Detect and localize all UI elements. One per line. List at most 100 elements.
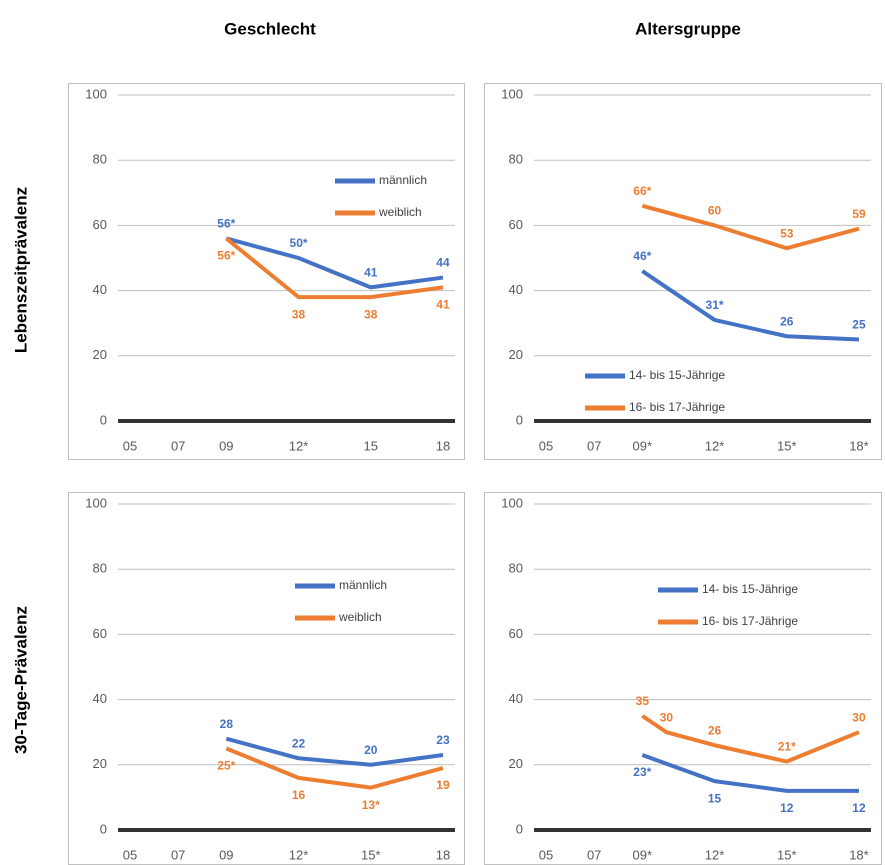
series-line xyxy=(225,236,444,290)
legend-label: weiblich xyxy=(378,205,422,219)
data-label: 38 xyxy=(364,307,378,321)
x-tick-label: 09 xyxy=(219,438,233,453)
legend-label: 14- bis 15-Jährige xyxy=(629,368,725,382)
x-tick-label: 15 xyxy=(364,438,378,453)
x-tick-label: 07 xyxy=(587,847,601,862)
y-tick-label: 20 xyxy=(509,347,523,362)
x-tick-label: 09* xyxy=(633,438,653,453)
y-tick-label: 100 xyxy=(501,495,523,510)
data-label: 38 xyxy=(292,307,306,321)
series-line xyxy=(641,269,860,342)
y-tick-label: 40 xyxy=(93,691,107,706)
data-label: 56* xyxy=(217,249,235,263)
data-label: 23 xyxy=(436,733,450,747)
x-tick-label: 12* xyxy=(705,847,725,862)
x-tick-label: 07 xyxy=(171,438,185,453)
x-tick-label: 15* xyxy=(777,847,797,862)
y-tick-label: 20 xyxy=(93,756,107,771)
data-label: 23* xyxy=(633,765,651,779)
y-tick-label: 40 xyxy=(509,691,523,706)
x-tick-label: 05 xyxy=(539,438,553,453)
y-tick-label: 80 xyxy=(509,152,523,167)
y-tick-label: 60 xyxy=(93,217,107,232)
series-line xyxy=(225,746,444,790)
y-tick-label: 0 xyxy=(100,821,107,836)
series-line xyxy=(225,236,444,300)
data-label: 41 xyxy=(364,266,378,280)
y-tick-label: 0 xyxy=(516,821,523,836)
legend-label: 16- bis 17-Jährige xyxy=(702,614,798,628)
data-label: 21* xyxy=(778,740,796,754)
x-tick-label: 07 xyxy=(587,438,601,453)
row-header: Lebenszeitprävalenz xyxy=(11,187,30,353)
data-label: 25 xyxy=(852,318,866,332)
data-label: 13* xyxy=(362,798,380,812)
panel-frame xyxy=(68,492,465,865)
data-label: 31* xyxy=(706,298,724,312)
column-header: Geschlecht xyxy=(224,19,316,38)
y-tick-label: 0 xyxy=(100,412,107,427)
x-tick-label: 09 xyxy=(219,847,233,862)
series-line xyxy=(225,736,444,767)
data-label: 56* xyxy=(217,217,235,231)
x-tick-label: 09* xyxy=(633,847,653,862)
data-label: 50* xyxy=(290,236,308,250)
y-tick-label: 100 xyxy=(501,86,523,101)
data-label: 60 xyxy=(708,204,722,218)
y-tick-label: 20 xyxy=(93,347,107,362)
x-tick-label: 18* xyxy=(849,847,869,862)
data-label: 12 xyxy=(852,801,866,815)
data-label: 53 xyxy=(780,226,794,240)
y-tick-label: 80 xyxy=(93,561,107,576)
x-tick-label: 07 xyxy=(171,847,185,862)
x-tick-label: 18* xyxy=(849,438,869,453)
x-tick-label: 15* xyxy=(361,847,381,862)
x-tick-label: 18 xyxy=(436,847,450,862)
data-label: 12 xyxy=(780,801,794,815)
data-label: 44 xyxy=(436,256,450,270)
series-line xyxy=(641,753,859,793)
legend-label: 16- bis 17-Jährige xyxy=(629,400,725,414)
data-label: 26 xyxy=(708,723,722,737)
y-tick-label: 40 xyxy=(93,282,107,297)
x-tick-label: 05 xyxy=(123,847,137,862)
y-tick-label: 60 xyxy=(509,217,523,232)
series-line xyxy=(641,203,860,251)
x-tick-label: 12* xyxy=(289,847,309,862)
data-label: 22 xyxy=(292,736,306,750)
x-tick-label: 05 xyxy=(539,847,553,862)
y-tick-label: 20 xyxy=(509,756,523,771)
row-header: 30-Tage-Prävalenz xyxy=(11,606,30,754)
series-line xyxy=(641,714,860,764)
x-tick-label: 12* xyxy=(289,438,309,453)
legend-label: weiblich xyxy=(338,610,382,624)
data-label: 16 xyxy=(292,788,306,802)
data-label: 35 xyxy=(636,694,650,708)
y-tick-label: 60 xyxy=(509,626,523,641)
y-tick-label: 60 xyxy=(93,626,107,641)
data-label: 66* xyxy=(633,184,651,198)
data-label: 19 xyxy=(436,778,450,792)
y-tick-label: 80 xyxy=(509,561,523,576)
data-label: 28 xyxy=(220,717,234,731)
x-tick-label: 05 xyxy=(123,438,137,453)
y-tick-label: 100 xyxy=(85,86,107,101)
x-tick-label: 12* xyxy=(705,438,725,453)
data-label: 15 xyxy=(708,791,722,805)
panel-frame xyxy=(484,83,882,460)
legend-label: männlich xyxy=(379,173,427,187)
data-label: 30 xyxy=(852,710,866,724)
data-label: 46* xyxy=(633,249,651,263)
y-tick-label: 0 xyxy=(516,412,523,427)
panel-frame xyxy=(484,492,882,865)
y-tick-label: 40 xyxy=(509,282,523,297)
column-header: Altersgruppe xyxy=(635,19,741,38)
x-tick-label: 15* xyxy=(777,438,797,453)
data-label: 20 xyxy=(364,743,378,757)
y-tick-label: 80 xyxy=(93,152,107,167)
legend-label: männlich xyxy=(339,578,387,592)
data-label: 41 xyxy=(436,298,450,312)
data-label: 30 xyxy=(660,710,674,724)
data-label: 25* xyxy=(217,759,235,773)
